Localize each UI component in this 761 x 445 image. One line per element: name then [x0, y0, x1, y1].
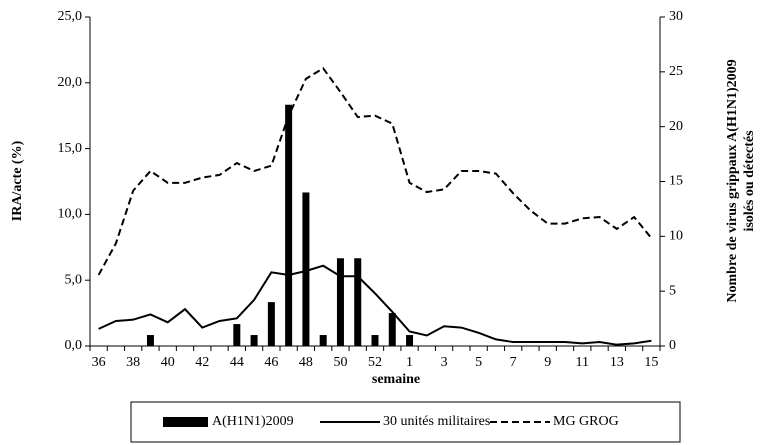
- bar: [319, 335, 327, 346]
- y2-axis-label: isolés ou détectés: [742, 130, 757, 232]
- y2-tick-label: 25: [669, 64, 683, 79]
- bar: [406, 335, 414, 346]
- y2-tick-label: 15: [669, 174, 683, 189]
- y2-axis-label: Nombre de virus grippaux A(H1N1)2009: [725, 59, 740, 302]
- bar: [388, 313, 396, 346]
- x-tick-label: 3: [441, 355, 448, 370]
- bar: [233, 324, 241, 346]
- bar: [250, 335, 258, 346]
- legend-label: MG GROG: [553, 414, 619, 429]
- legend-label: 30 unités militaires: [383, 414, 490, 429]
- bar: [336, 258, 344, 346]
- legend-swatch: [163, 417, 208, 427]
- y-tick-label: 25,0: [58, 9, 83, 24]
- y-tick-label: 10,0: [58, 207, 83, 222]
- bar: [146, 335, 154, 346]
- y2-tick-label: 20: [669, 119, 683, 134]
- x-tick-label: 38: [126, 355, 140, 370]
- y2-tick-label: 5: [669, 283, 676, 298]
- x-tick-label: 36: [92, 355, 106, 370]
- bar: [354, 258, 362, 346]
- bar: [285, 104, 293, 346]
- x-tick-label: 15: [644, 355, 658, 370]
- y2-tick-label: 30: [669, 9, 683, 24]
- x-tick-label: 13: [610, 355, 624, 370]
- line: [98, 264, 652, 346]
- y-tick-label: 0,0: [65, 338, 83, 353]
- y-tick-label: 5,0: [65, 272, 83, 287]
- x-tick-label: 48: [299, 355, 313, 370]
- y-axis-label: IRA/acte (%): [10, 140, 25, 221]
- x-tick-label: 44: [230, 355, 244, 370]
- x-tick-label: 7: [510, 355, 517, 370]
- x-tick-label: 46: [264, 355, 278, 370]
- x-tick-label: 1: [406, 355, 413, 370]
- line: [97, 66, 653, 276]
- y2-tick-label: 10: [669, 229, 683, 244]
- y-tick-label: 15,0: [58, 141, 83, 156]
- y-tick-label: 20,0: [58, 75, 83, 90]
- bar: [371, 335, 379, 346]
- x-tick-label: 11: [576, 355, 589, 370]
- x-tick-label: 52: [368, 355, 382, 370]
- x-tick-label: 9: [544, 355, 551, 370]
- y2-tick-label: 0: [669, 338, 676, 353]
- x-axis-label: semaine: [372, 372, 420, 387]
- x-tick-label: 40: [161, 355, 175, 370]
- bar: [267, 302, 275, 346]
- x-tick-label: 5: [475, 355, 482, 370]
- bar: [302, 192, 310, 346]
- legend-label: A(H1N1)2009: [212, 414, 294, 429]
- legend-box: [130, 401, 681, 443]
- x-tick-label: 50: [333, 355, 347, 370]
- x-tick-label: 42: [195, 355, 209, 370]
